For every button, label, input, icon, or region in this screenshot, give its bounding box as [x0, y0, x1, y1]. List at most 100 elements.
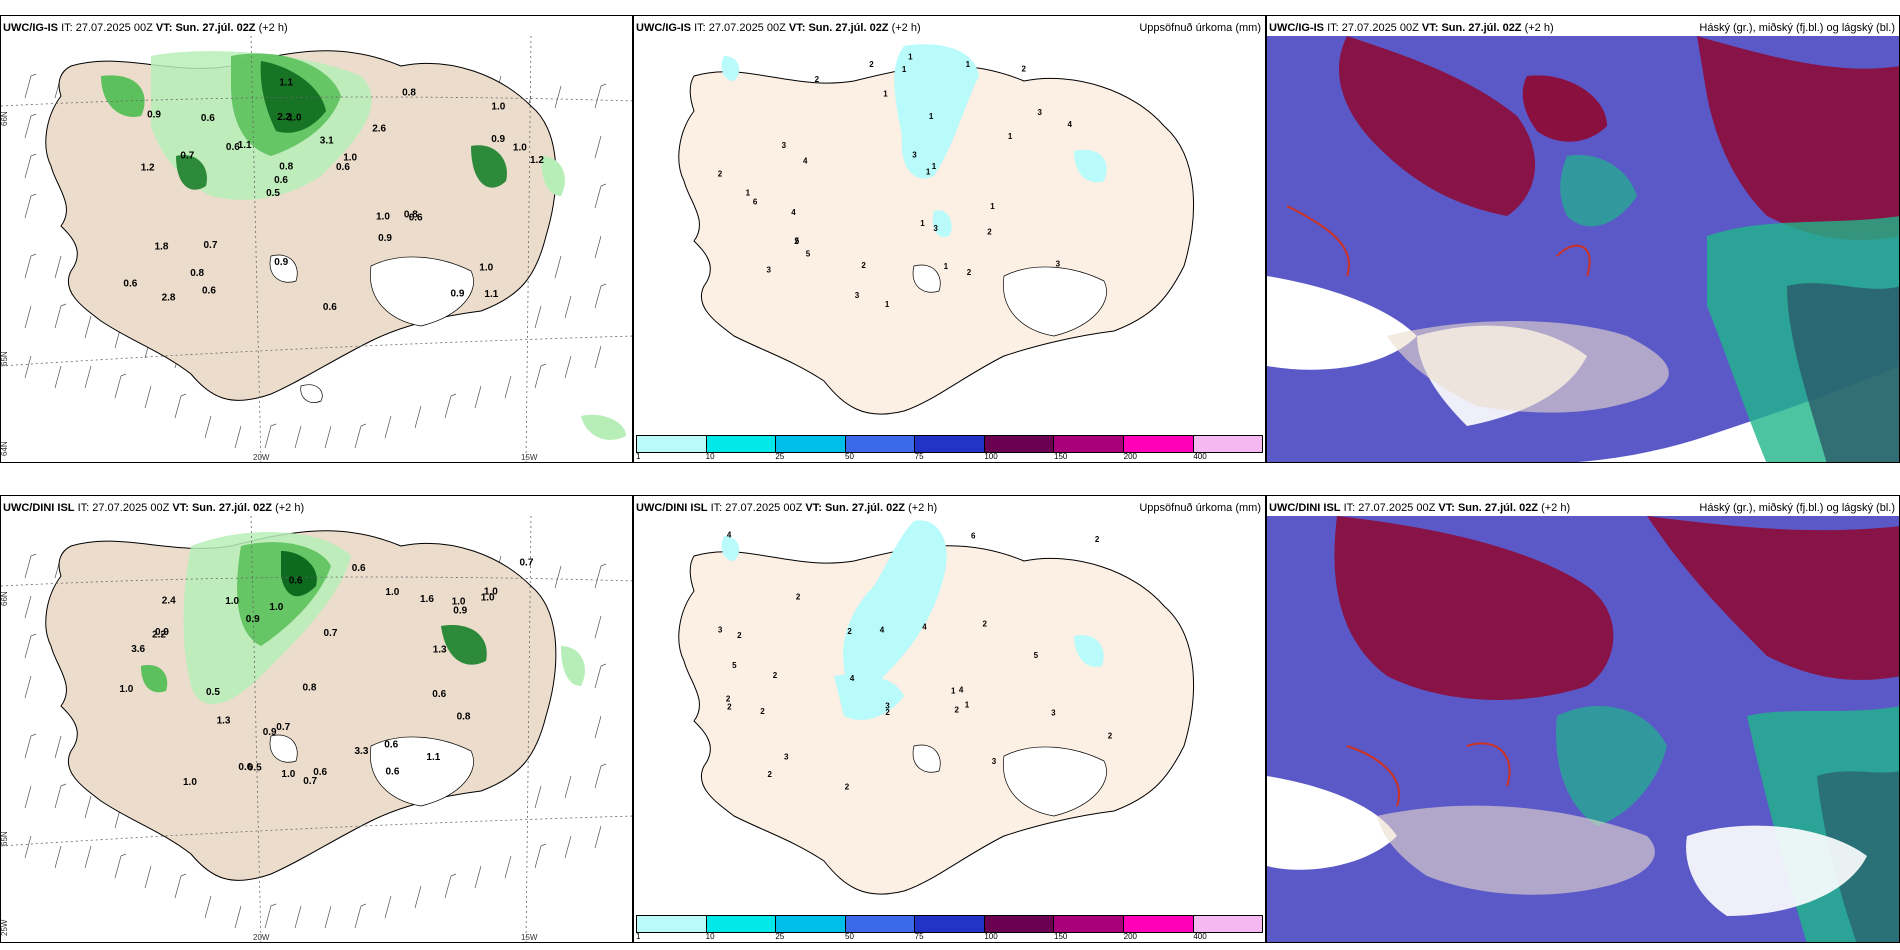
wind-value-label: 2.4 — [162, 596, 176, 607]
precip-value-label: 3 — [1056, 259, 1061, 268]
precip-value-label: 1 — [908, 53, 913, 62]
precip-value-label: 3 — [885, 702, 890, 711]
glaciers — [269, 734, 474, 807]
wind-value-label: 0.9 — [263, 727, 277, 738]
colorbar-tick: 100 — [984, 932, 998, 941]
cloud-map-ig[interactable] — [1267, 36, 1900, 463]
precip-value-label: 2 — [726, 694, 731, 703]
wind-value-label: 1.1 — [238, 140, 252, 151]
colorbar-tick: 50 — [845, 452, 854, 461]
wind-map-dini[interactable]: 66N 65N 25W 20W 15W 0.9 0.70.61.00.60.60.… — [1, 516, 633, 943]
lon-label: 25W — [1, 919, 9, 936]
colorbar-tick: 75 — [914, 452, 924, 461]
wind-value-label: 0.8 — [279, 161, 293, 172]
precip-value-label: 4 — [880, 626, 885, 635]
precip-value-label: 6 — [753, 198, 758, 207]
precip-value-label: 2 — [794, 237, 799, 246]
precip-value-label: 3 — [782, 141, 787, 150]
colorbar-ticks: 1 10 25 50 75 100 150 200 400 — [636, 932, 1263, 942]
precip-value-label: 3 — [1051, 709, 1056, 718]
precip-title: Uppsöfnuð úrkoma (mm) — [1139, 22, 1261, 34]
wind-value-label: 1.0 — [269, 602, 283, 613]
wind-value-label: 0.6 — [313, 767, 327, 778]
wind-value-label: 0.5 — [248, 763, 262, 774]
precip-value-label: 1 — [944, 262, 949, 271]
wind-panel-ig: UWC/IG-IS IT: 27.07.2025 00Z VT: Sun. 27… — [0, 15, 633, 463]
wind-value-label: 0.7 — [324, 628, 338, 639]
precip-value-label: 4 — [922, 622, 927, 631]
precip-value-label: 5 — [795, 236, 800, 245]
precip-value-label: 2 — [955, 706, 960, 715]
wind-value-label: 0.7 — [520, 558, 534, 569]
precip-value-label: 2 — [845, 783, 850, 792]
colorbar-tick: 200 — [1123, 452, 1138, 461]
wind-value-label: 0.9 — [451, 288, 465, 299]
precip-value-label: 2 — [861, 261, 866, 270]
wind-value-label: 0.5 — [266, 188, 280, 199]
precip-value-label: 5 — [1034, 651, 1039, 660]
wind-value-label: 0.8 — [190, 268, 204, 279]
wind-value-label: 1.1 — [426, 752, 440, 763]
wind-value-label: 0.7 — [204, 240, 218, 251]
precip-value-label: 5 — [806, 250, 811, 259]
colorbar-segment — [984, 436, 1055, 452]
lat-label: 64N — [1, 441, 9, 456]
precip-value-label: 1 — [932, 162, 937, 171]
wind-value-label: 1.0 — [479, 263, 493, 274]
wind-value-label: 0.8 — [457, 711, 471, 722]
precip-value-label: 3 — [1038, 108, 1043, 117]
colorbar-segment — [637, 916, 707, 932]
wind-value-label: 3.6 — [131, 644, 145, 655]
glaciers — [912, 264, 1107, 337]
wind-value-label: 2.2 — [277, 112, 291, 123]
wind-value-label: 2.6 — [372, 123, 386, 134]
precip-value-label: 2 — [1095, 535, 1100, 544]
wind-value-label: 1.0 — [288, 113, 302, 124]
wind-value-label: 0.8 — [303, 682, 317, 693]
wind-value-label: 1.0 — [385, 587, 399, 598]
colorbar-tick: 100 — [984, 452, 998, 461]
colorbar-tick: 25 — [775, 452, 785, 461]
wind-value-label: 1.0 — [281, 769, 295, 780]
precip-panel-dini: UWC/DINI ISL IT: 27.07.2025 00Z VT: Sun.… — [633, 495, 1266, 943]
graticule — [1, 36, 632, 462]
precip-value-label: 4 — [959, 686, 964, 695]
wind-value-label: 0.8 — [402, 88, 416, 99]
wind-value-label: 1.0 — [513, 142, 527, 153]
precip-panel-ig: UWC/IG-IS IT: 27.07.2025 00Z VT: Sun. 27… — [633, 15, 1266, 463]
precip-colorbar — [636, 435, 1263, 453]
precip-panel-header: UWC/DINI ISL IT: 27.07.2025 00Z VT: Sun.… — [636, 502, 938, 514]
precip-value-label: 4 — [727, 531, 732, 540]
precip-value-label: 3 — [767, 266, 772, 275]
colorbar-segment — [776, 436, 846, 452]
wind-values: 1.11.21.00.52.62.82.23.11.81.10.60.81.01… — [123, 78, 544, 313]
precip-colorbar — [636, 915, 1263, 933]
cloud-map-dini[interactable] — [1267, 516, 1900, 943]
lat-label: 66N — [1, 111, 9, 126]
colorbar-segment — [1193, 436, 1263, 452]
wind-value-label: 0.7 — [276, 722, 290, 733]
colorbar-tick: 10 — [705, 932, 715, 941]
colorbar-segment — [637, 436, 707, 452]
lon-label: 15W — [521, 453, 538, 462]
wind-value-label: 1.1 — [279, 78, 293, 89]
precip-value-label: 2 — [987, 227, 992, 236]
precip-value-label: 1 — [1008, 132, 1013, 141]
glaciers — [912, 744, 1107, 817]
colorbar-segment — [776, 916, 846, 932]
wind-value-label: 0.9 — [147, 110, 161, 121]
wind-value-label: 0.6 — [352, 563, 366, 574]
precip-value-label: 3 — [855, 291, 860, 300]
precip-value-label: 5 — [732, 661, 737, 670]
precip-value-label: 1 — [990, 202, 995, 211]
precip-shading — [101, 51, 626, 440]
lon-label: 20W — [253, 933, 270, 942]
colorbar-tick: 10 — [705, 452, 715, 461]
wind-value-label: 0.9 — [491, 134, 505, 145]
wind-map-ig[interactable]: 66N 65N 64N 20W 15W 1.11.21.00.52.62.82.… — [1, 36, 633, 463]
cloud-panel-header: UWC/IG-IS IT: 27.07.2025 00Z VT: Sun. 27… — [1269, 22, 1554, 34]
wind-value-label: 0.7 — [180, 151, 194, 162]
